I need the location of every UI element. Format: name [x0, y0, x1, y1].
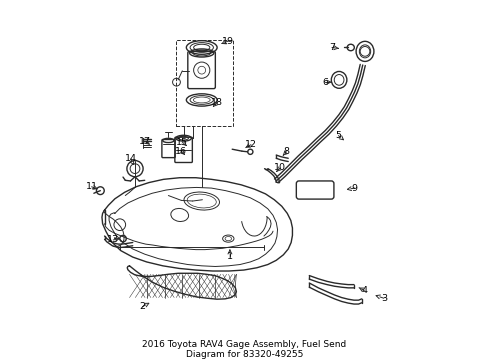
Text: 14: 14	[124, 154, 136, 163]
Text: 10: 10	[274, 163, 285, 172]
Text: 5: 5	[335, 131, 341, 140]
Text: 6: 6	[322, 78, 328, 87]
Text: 19: 19	[222, 36, 234, 45]
Text: 4: 4	[361, 286, 366, 295]
Text: 7: 7	[328, 43, 334, 52]
Text: 2: 2	[139, 302, 145, 311]
Text: 12: 12	[244, 140, 257, 149]
Text: 9: 9	[351, 184, 357, 193]
Text: 16: 16	[175, 147, 187, 156]
Text: 8: 8	[283, 147, 289, 156]
Text: 3: 3	[380, 294, 386, 303]
Text: 15: 15	[176, 138, 188, 147]
Text: 2016 Toyota RAV4 Gage Assembly, Fuel Send
Diagram for 83320-49255: 2016 Toyota RAV4 Gage Assembly, Fuel Sen…	[142, 340, 346, 359]
Text: 1: 1	[226, 252, 232, 261]
Text: 13: 13	[107, 235, 119, 244]
Text: 18: 18	[210, 98, 223, 107]
Text: 17: 17	[139, 136, 151, 145]
Text: 11: 11	[85, 182, 98, 191]
